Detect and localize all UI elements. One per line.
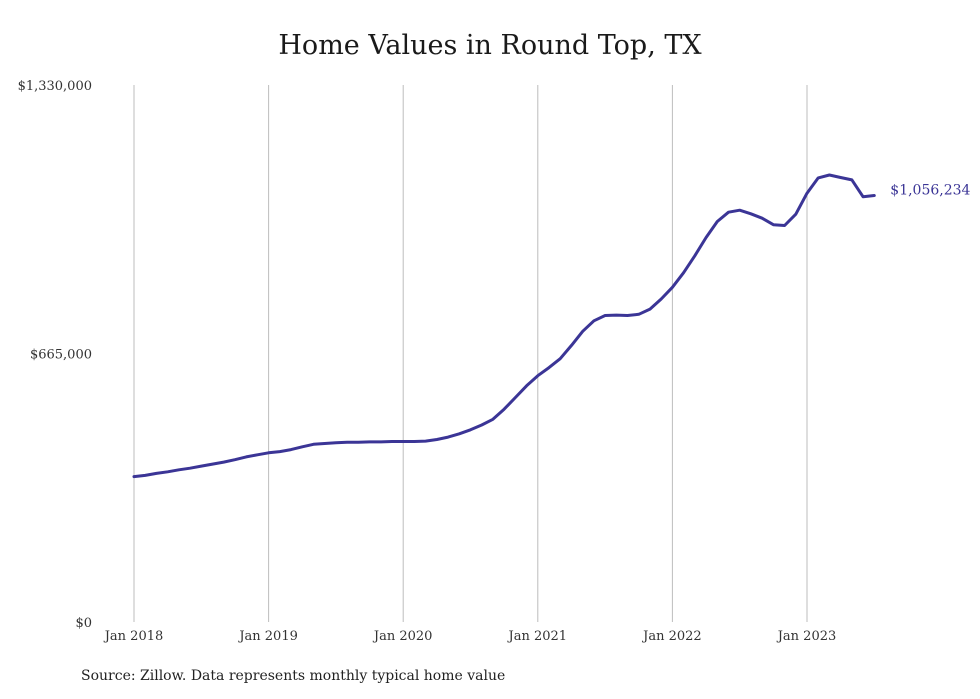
source-note: Source: Zillow. Data represents monthly … bbox=[81, 668, 506, 684]
x-tick-label: Jan 2022 bbox=[641, 629, 702, 644]
series-line bbox=[132, 173, 876, 479]
y-tick-label: $665,000 bbox=[30, 348, 92, 363]
y-axis: $0 $665,000 $1,330,000 bbox=[18, 79, 92, 631]
x-tick-label: Jan 2023 bbox=[776, 629, 837, 644]
x-tick-label: Jan 2019 bbox=[237, 629, 298, 644]
grid-layer bbox=[133, 85, 808, 622]
chart-title: Home Values in Round Top, TX bbox=[278, 30, 702, 61]
y-tick-label: $0 bbox=[75, 616, 92, 631]
series-layer bbox=[132, 173, 876, 479]
y-tick-label: $1,330,000 bbox=[18, 79, 92, 94]
x-tick-label: Jan 2020 bbox=[372, 629, 433, 644]
x-axis: Jan 2018 Jan 2019 Jan 2020 Jan 2021 Jan 2022… bbox=[103, 629, 837, 644]
end-value-label: $1,056,234 bbox=[890, 183, 970, 199]
x-tick-label: Jan 2021 bbox=[507, 629, 568, 644]
x-tick-label: Jan 2018 bbox=[103, 629, 164, 644]
